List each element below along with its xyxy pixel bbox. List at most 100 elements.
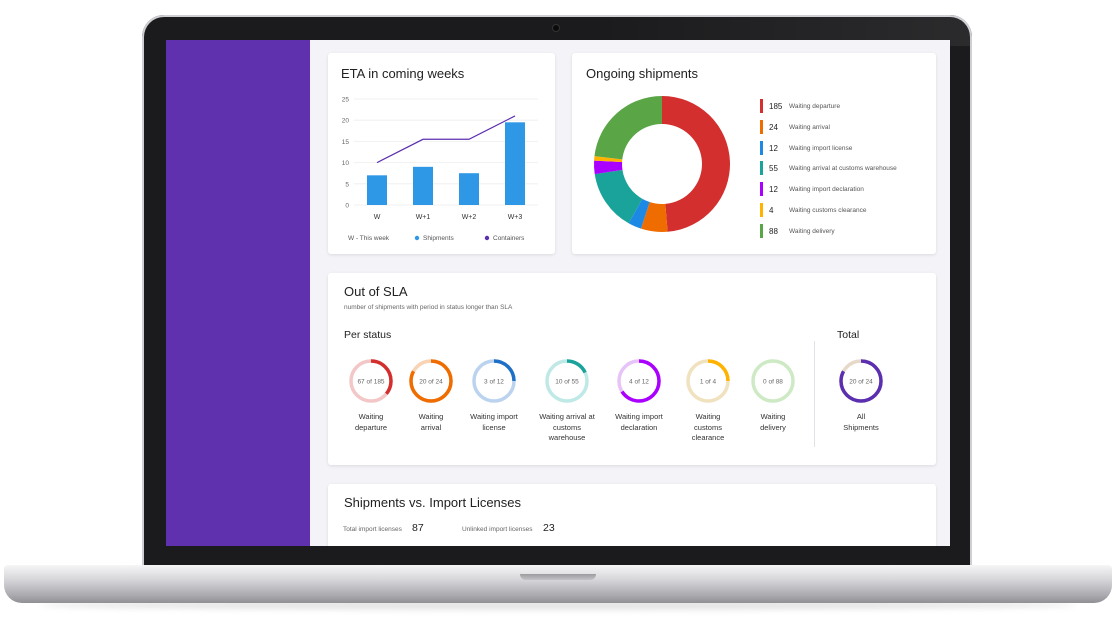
containers-legend-dot [484,235,490,241]
status-gauge[interactable]: 1 of 4 [684,357,732,405]
gauge-value: 20 of 24 [419,379,443,386]
x-tick-label: W+1 [416,214,431,221]
laptop-shadow [40,600,1076,610]
unlinked-licenses-value: 23 [543,522,555,534]
legend-color-bar [760,203,763,217]
donut-slice[interactable] [640,202,668,232]
gauge-value: 10 of 55 [555,379,579,386]
legend-value: 55 [769,164,778,174]
donut-slice[interactable] [594,156,623,163]
gauge-arc [839,359,883,403]
gauge-value: 20 of 24 [849,379,873,386]
legend-color-bar [760,223,763,238]
gauge-track [751,359,795,403]
y-tick-label: 25 [342,97,350,104]
gauge-arc [545,359,589,403]
status-gauge[interactable]: 10 of 55 [543,357,591,405]
status-gauge[interactable]: 3 of 12 [470,357,518,405]
legend-color-bar [760,119,763,134]
containers-legend-label: Containers [493,235,525,242]
licenses-title: Shipments vs. Import Licenses [344,495,522,510]
status-gauge-label: Waiting import license [470,412,518,432]
laptop-base [4,565,1112,603]
legend-value: 12 [769,143,778,153]
x-tick-label: W+3 [508,214,523,221]
total-gauge[interactable]: 20 of 24 [837,357,885,405]
bar[interactable] [459,173,479,205]
sla-divider [814,341,815,447]
x-tick-label: W+2 [462,214,477,221]
legend-color-bar [760,99,763,113]
ongoing-donut-chart [594,96,730,232]
shipments-legend-label: Shipments [423,235,454,242]
legend-label: Waiting import declaration [789,186,864,194]
containers-line [376,115,516,164]
donut-slice[interactable] [594,169,643,224]
status-gauge[interactable]: 67 of 185 [347,357,395,405]
total-licenses-value: 87 [412,522,424,534]
legend-label: Waiting delivery [789,227,835,235]
eta-chart: 0 5 10 15 20 25 W W+1 W+2 W+3 W - This week Shipmen… [342,97,538,242]
total-licenses-label: Total import licenses [343,526,402,533]
legend-label: Waiting departure [789,103,841,110]
donut-slice[interactable] [628,198,650,229]
gauge-value: 0 of 88 [763,379,783,386]
ongoing-legend: 185 Waiting departure 24 Waiting arrival 12 W… [760,99,930,249]
screen: ETA in coming weeks 0 5 10 15 20 25 W W+1 W+2 W+3… [166,40,950,546]
bar[interactable] [413,166,433,205]
legend-label: Waiting import license [789,144,853,152]
sla-gauges: 67 of 185 Waiting departure 20 of 24 Waitin… [328,273,936,465]
status-gauge-label: Waiting customs clearance [691,412,725,442]
donut-slice[interactable] [594,96,662,160]
y-tick-label: 15 [342,139,350,146]
legend-value: 185 [769,102,783,111]
sidebar [166,40,310,546]
unlinked-licenses-label: Unlinked import licenses [462,526,533,533]
gauge-value: 3 of 12 [484,379,504,386]
camera-icon [553,25,559,31]
y-tick-label: 10 [342,160,350,167]
donut-slice[interactable] [662,96,730,232]
y-tick-label: 0 [345,203,349,210]
legend-label: Waiting arrival [789,123,830,131]
gauge-value: 1 of 4 [700,379,717,386]
sla-title: Out of SLA [344,284,408,299]
ongoing-title: Ongoing shipments [586,66,699,81]
eta-footnote: W - This week [348,235,390,242]
donut-slice[interactable] [594,160,623,175]
gauge-value: 4 of 12 [629,379,649,386]
status-gauge[interactable]: 0 of 88 [749,357,797,405]
legend-color-bar [760,161,763,176]
status-gauge[interactable]: 4 of 12 [615,357,663,405]
laptop-notch [520,574,596,580]
status-gauge-label: Waiting arrival at customs warehouse [539,412,595,442]
status-gauge-label: Waiting departure [354,412,388,432]
eta-title: ETA in coming weeks [341,66,465,81]
bar[interactable] [505,122,525,205]
legend-color-bar [760,140,763,155]
status-gauge-label: Waiting import declaration [615,412,663,432]
legend-color-bar [760,182,763,197]
bar[interactable] [367,175,387,205]
gauge-arc [686,359,730,403]
per-status-heading: Per status [344,329,392,341]
legend-label: Waiting arrival at customs warehouse [789,165,897,173]
eta-card: ETA in coming weeks 0 5 10 15 20 25 W W+1 W+2 W+3… [328,53,555,254]
gauge-arc [617,359,661,403]
sla-card: Out of SLA number of shipments with peri… [328,273,936,465]
legend-value: 88 [769,226,778,236]
shipments-legend-dot [414,235,420,241]
gauge-arc [349,359,393,403]
gauge-arc [472,359,516,403]
gauge-value: 67 of 185 [357,379,384,386]
legend-value: 12 [769,185,778,195]
ongoing-card: Ongoing shipments 185 Waiting departure 24… [572,53,936,254]
total-heading: Total [837,329,860,341]
sla-subtitle: number of shipments with period in statu… [344,304,513,311]
status-gauge-label: Waiting delivery [760,412,786,432]
legend-value: 24 [769,122,778,132]
x-tick-label: W [374,214,381,221]
total-gauge-label: All Shipments [843,412,879,432]
status-gauge[interactable]: 20 of 24 [407,357,455,405]
y-tick-label: 20 [342,118,350,125]
